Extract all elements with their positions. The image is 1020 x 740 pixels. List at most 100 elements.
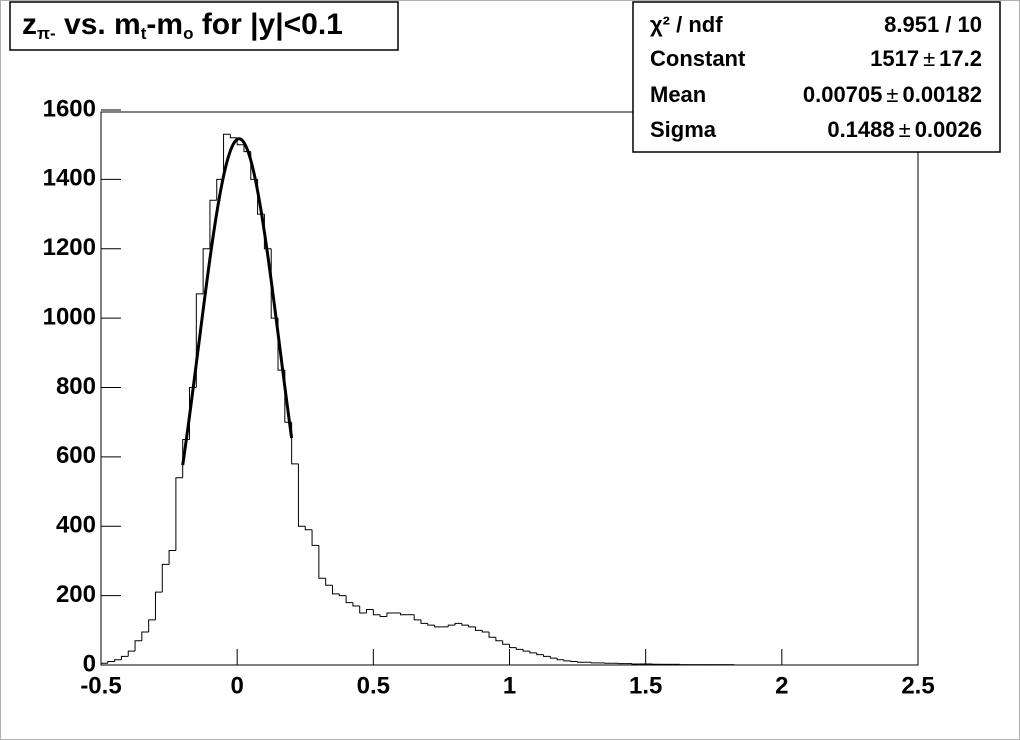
stats-value: 8.951 / 10 <box>884 12 982 37</box>
title-part: vs. m <box>56 8 141 41</box>
title-part: z <box>22 8 37 41</box>
stats-label: Constant <box>650 46 746 71</box>
stats-label: Sigma <box>650 117 717 142</box>
histogram-bin <box>209 199 217 249</box>
histogram-bin <box>570 660 578 663</box>
histogram-bin <box>515 647 524 650</box>
stats-label: χ² / ndf <box>650 12 723 37</box>
y-tick-label: 1600 <box>43 95 96 122</box>
histogram-bin <box>372 609 381 616</box>
y-tick-label: 400 <box>56 512 96 539</box>
histogram-bin <box>366 609 374 613</box>
title-part: for |y|<0.1 <box>193 8 342 41</box>
title-part: o <box>183 24 193 43</box>
histogram-bin <box>304 526 313 531</box>
stats-error: 0.00182 <box>902 82 982 107</box>
histogram-bin <box>161 563 170 593</box>
histogram-bin <box>352 602 360 607</box>
stats-error: 17.2 <box>939 46 982 71</box>
histogram-bin <box>114 659 122 662</box>
plot-frame <box>100 111 919 666</box>
histogram-bin <box>481 630 490 633</box>
histogram-bin <box>468 625 476 628</box>
histogram-bin <box>454 622 462 626</box>
histogram-bin <box>318 545 326 579</box>
histogram-bin <box>223 133 231 180</box>
fit-curve <box>181 137 294 466</box>
histogram-bin <box>359 606 367 614</box>
stats-error: 0.0026 <box>915 117 982 142</box>
histogram-bin <box>474 626 483 631</box>
histogram-bin <box>297 463 306 527</box>
stats-label: Mean <box>650 82 706 107</box>
histogram-bin <box>427 623 435 626</box>
histogram-bin <box>461 623 469 626</box>
histogram-bin <box>488 632 496 638</box>
histogram-bin <box>168 550 176 565</box>
y-tick-label: 0 <box>83 650 96 677</box>
histogram-bin <box>577 661 585 663</box>
histogram-bin <box>549 656 558 659</box>
y-tick-label: 800 <box>56 373 96 400</box>
histogram-bin <box>100 662 108 665</box>
histogram-bin <box>107 661 115 664</box>
histogram-bin <box>590 662 599 664</box>
histogram-bin <box>141 631 149 641</box>
chart-title: zπ- vs. mt-mo for |y|<0.1 <box>22 8 343 44</box>
x-tick-label: 0.5 <box>357 672 390 699</box>
stats-value-number: 1517 <box>870 46 919 71</box>
histogram-bin <box>529 651 537 654</box>
histogram-bin <box>154 591 163 620</box>
histogram-bin <box>120 655 129 660</box>
stats-value-number: 0.00705 <box>803 82 883 107</box>
y-tick-label: 1000 <box>43 303 96 330</box>
stats-box <box>632 1 1001 153</box>
x-tick-label: 1 <box>503 672 516 699</box>
stats-value: 0.1488 ±0.0026 <box>827 117 982 142</box>
histogram-bin <box>502 640 510 645</box>
histogram-bin <box>522 649 530 652</box>
title-box <box>9 1 399 51</box>
histogram-bin <box>434 625 442 628</box>
y-tick-label: 200 <box>56 581 96 608</box>
y-tick-label: 1200 <box>43 234 96 261</box>
histogram-bin <box>556 658 564 661</box>
histogram-bin <box>331 585 340 595</box>
histogram-bin <box>386 612 394 617</box>
x-tick-label: 0 <box>230 672 243 699</box>
y-tick-label: 1400 <box>43 165 96 192</box>
title-part: t <box>141 24 147 43</box>
histogram-bin <box>420 619 428 624</box>
histogram-bin <box>345 595 353 604</box>
x-tick-label: 1.5 <box>629 672 662 699</box>
histogram-bin <box>127 650 136 657</box>
histogram-bin <box>202 248 210 294</box>
histogram-bin <box>447 624 456 627</box>
histogram-bin <box>216 178 224 201</box>
histogram-bin <box>495 637 503 642</box>
histogram-bin <box>229 134 238 139</box>
histogram-bin <box>175 477 183 551</box>
histogram-bin <box>536 652 544 656</box>
histogram-bin <box>325 578 333 586</box>
title-part: π- <box>37 24 56 43</box>
histogram-bin <box>338 593 347 597</box>
stats-value: 1517 ±17.2 <box>870 46 982 71</box>
stats-pm: ± <box>923 46 935 71</box>
title-part: -m <box>146 8 183 41</box>
histogram-bin <box>400 612 408 616</box>
histogram-bin <box>563 659 571 662</box>
histogram-bin <box>311 529 319 546</box>
x-tick-label: 2.5 <box>901 672 934 699</box>
histogram-bin <box>543 654 551 657</box>
histogram-bin <box>509 644 517 649</box>
histogram-bin <box>148 619 156 633</box>
stats-pm: ± <box>899 117 911 142</box>
y-tick-label: 600 <box>56 442 96 469</box>
stats-value: 0.00705 ±0.00182 <box>803 82 982 107</box>
x-tick-label: 2 <box>775 672 788 699</box>
histogram-bin <box>413 614 421 621</box>
histogram-bin <box>379 614 387 617</box>
stats-pm: ± <box>886 82 898 107</box>
